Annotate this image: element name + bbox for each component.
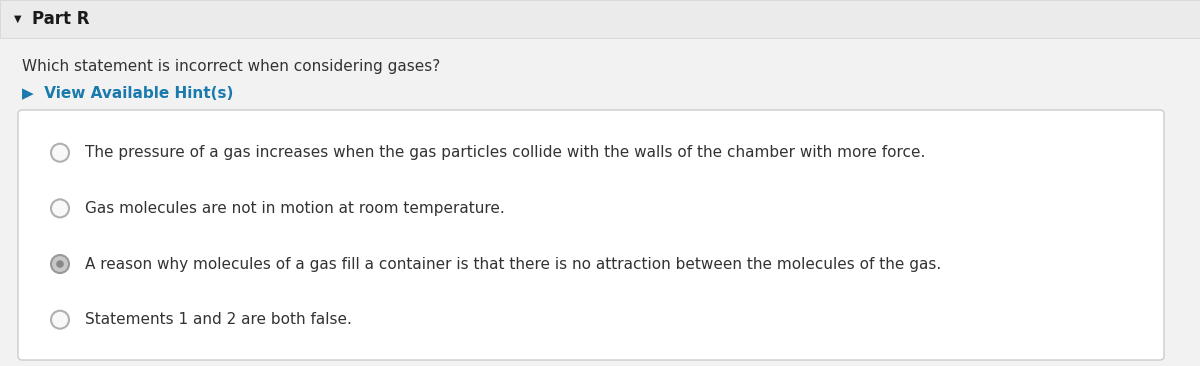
Circle shape	[50, 199, 70, 217]
Circle shape	[56, 260, 64, 268]
Text: The pressure of a gas increases when the gas particles collide with the walls of: The pressure of a gas increases when the…	[85, 145, 925, 160]
Text: Part R: Part R	[32, 10, 90, 28]
Circle shape	[50, 311, 70, 329]
Text: ▶  View Available Hint(s): ▶ View Available Hint(s)	[22, 86, 233, 101]
Text: Which statement is incorrect when considering gases?: Which statement is incorrect when consid…	[22, 59, 440, 74]
Circle shape	[50, 144, 70, 162]
Text: Statements 1 and 2 are both false.: Statements 1 and 2 are both false.	[85, 312, 352, 327]
Circle shape	[50, 255, 70, 273]
Text: Gas molecules are not in motion at room temperature.: Gas molecules are not in motion at room …	[85, 201, 505, 216]
FancyBboxPatch shape	[0, 0, 1200, 38]
Text: A reason why molecules of a gas fill a container is that there is no attraction : A reason why molecules of a gas fill a c…	[85, 257, 941, 272]
FancyBboxPatch shape	[18, 110, 1164, 360]
Text: ▼: ▼	[14, 14, 22, 24]
